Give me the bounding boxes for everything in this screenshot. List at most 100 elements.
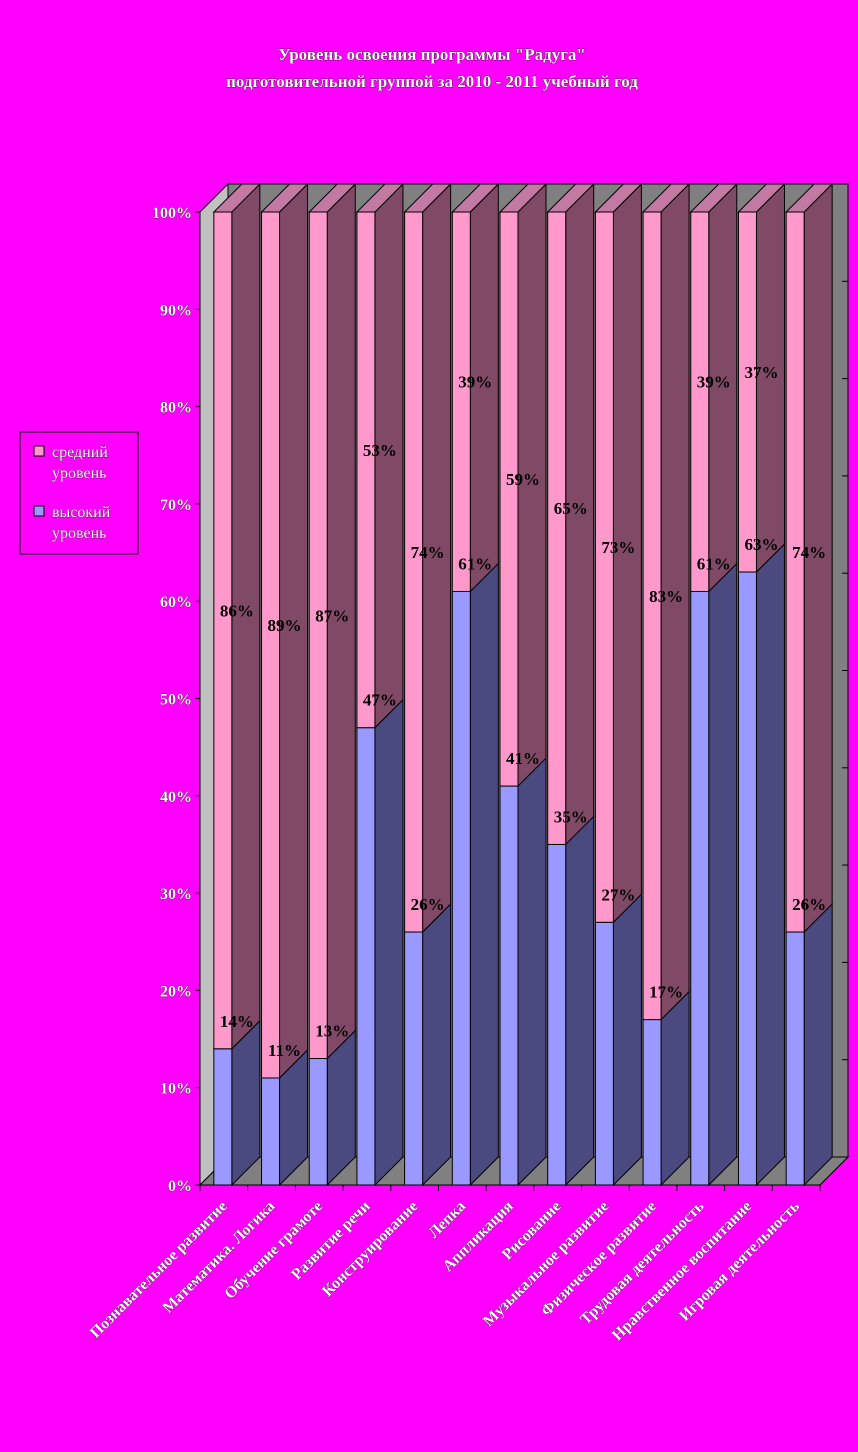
bar-group [784, 182, 834, 1187]
data-labels: 14% 86% 11% 89% 13% 87% 47% 53% 26% 74% 61% 39% 41% 5… [220, 363, 826, 1060]
bar-medium-level [547, 211, 567, 845]
data-label-high: 14% [220, 1012, 254, 1031]
bar-high-level-side [660, 990, 690, 1187]
bar-medium-level-top [403, 183, 452, 213]
y-tick-label: 20% [160, 983, 192, 1000]
bar-medium-level [404, 211, 424, 933]
legend-label: высокий [52, 504, 111, 521]
bar-medium-level-top [260, 183, 309, 213]
y-tick-label: 30% [160, 886, 192, 903]
data-label-medium: 53% [363, 441, 397, 460]
bar-group [546, 182, 595, 1187]
legend-label: средний [52, 444, 108, 461]
bar-group [737, 182, 786, 1187]
data-label-high: 35% [554, 807, 588, 826]
data-label-high: 26% [792, 895, 826, 914]
bar-high-level-side [517, 756, 547, 1187]
bar-group [308, 182, 357, 1187]
bar-high-level [451, 590, 471, 1186]
bar-high-level [308, 1058, 328, 1186]
data-label-high: 17% [649, 983, 683, 1002]
data-label-high: 13% [315, 1022, 349, 1041]
bar-high-level [499, 785, 519, 1186]
y-tick-label: 0% [168, 1178, 192, 1195]
data-label-medium: 86% [220, 601, 254, 620]
data-label-medium: 37% [744, 363, 778, 382]
data-label-medium: 83% [649, 587, 683, 606]
bar-medium-level [451, 211, 471, 592]
bar-medium-level [356, 211, 376, 729]
bar-high-level-side [612, 893, 642, 1187]
y-tick-label: 90% [160, 302, 192, 319]
bar-medium-level [785, 211, 805, 933]
data-label-high: 63% [744, 535, 778, 554]
data-label-high: 11% [268, 1041, 301, 1060]
bar-medium-level-top [212, 183, 262, 213]
bar-high-level-side [708, 562, 738, 1187]
data-label-medium: 89% [268, 616, 302, 635]
bar-high-level [261, 1077, 281, 1186]
chart-title: Уровень освоения программы "Радуга" подго… [226, 45, 639, 92]
bar-high-level [594, 921, 614, 1186]
bar-high-level-side [565, 815, 595, 1187]
y-tick-label: 80% [160, 400, 192, 417]
data-label-high: 27% [601, 885, 635, 904]
bar-high-level [785, 931, 805, 1186]
bar-medium-level [690, 211, 710, 592]
bar-medium-level [594, 211, 614, 923]
bar-medium-level [213, 211, 233, 1050]
bar-medium-level [261, 211, 281, 1079]
data-label-high: 61% [458, 554, 492, 573]
data-label-high: 47% [363, 691, 397, 710]
bar-medium-level [308, 211, 328, 1060]
data-label-medium: 87% [315, 606, 349, 625]
bar-medium-level-top [451, 183, 500, 213]
data-label-medium: 65% [554, 499, 588, 518]
data-label-medium: 39% [697, 373, 731, 392]
bar-high-level [356, 727, 376, 1186]
data-label-medium: 74% [792, 543, 826, 562]
bar-high-level [547, 843, 567, 1186]
y-axis: 0% 10% 20% 30% 40% 50% 60% 70% 80% 90% 100% [152, 205, 201, 1195]
bar-high-level [690, 590, 710, 1186]
bar-medium-level-top [641, 183, 691, 213]
legend-swatch [33, 505, 45, 517]
bar-group [403, 182, 452, 1187]
legend-label: уровень [52, 525, 106, 542]
y-tick-label: 10% [160, 1081, 192, 1098]
bar-high-level [213, 1048, 233, 1186]
bar-high-level-side [469, 562, 499, 1187]
bar-group [498, 182, 548, 1187]
y-tick-label: 100% [152, 205, 192, 222]
data-label-high: 26% [411, 895, 445, 914]
data-label-high: 41% [506, 749, 540, 768]
bar-high-level [642, 1019, 662, 1186]
bar-high-level [404, 931, 424, 1186]
chart-title-line: Уровень освоения программы "Радуга" [278, 45, 586, 64]
bar-high-level-side [803, 902, 833, 1187]
chart-title-line: подготовительной группой за 2010 - 2011 … [226, 72, 638, 91]
bar-medium-level-top [498, 183, 548, 213]
bar-group [594, 182, 643, 1187]
bar-medium-level-top [594, 183, 643, 213]
legend: средний уровень высокий уровень [19, 431, 139, 555]
legend-swatch [33, 445, 45, 457]
data-label-high: 61% [697, 554, 731, 573]
bar-medium-level-top [689, 183, 738, 213]
bar-group [641, 182, 691, 1187]
data-label-medium: 39% [458, 373, 492, 392]
bar-group [689, 182, 738, 1187]
y-tick-label: 70% [160, 497, 192, 514]
bar-medium-level-top [308, 183, 357, 213]
bar-high-level-side [755, 542, 785, 1187]
bar-group [212, 182, 262, 1187]
bar-medium-level [737, 211, 757, 573]
bar-medium-level [642, 211, 662, 1021]
bar-medium-level [499, 211, 519, 787]
bar-high-level-side [231, 1019, 261, 1187]
bar-high-level [737, 571, 757, 1186]
data-label-medium: 73% [601, 538, 635, 557]
bar-group [260, 182, 309, 1187]
bar-group [355, 182, 405, 1187]
